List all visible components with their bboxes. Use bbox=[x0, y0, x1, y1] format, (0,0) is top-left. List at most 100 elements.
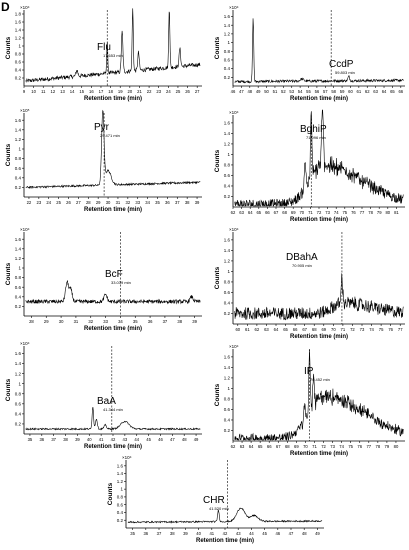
x-tick-label: 48 bbox=[247, 89, 252, 94]
x-tick-label: 79 bbox=[377, 210, 382, 215]
x-axis-label: Retention time (min) bbox=[84, 326, 142, 332]
x-tick-label: 66 bbox=[267, 444, 272, 449]
y-tick-label: 1 bbox=[18, 381, 21, 386]
y-tick-label: 0.8 bbox=[15, 391, 22, 396]
y-tick-label: 0.4 bbox=[224, 418, 231, 423]
x-tick-label: 43 bbox=[123, 437, 128, 442]
x-tick-label: 18 bbox=[108, 89, 113, 94]
y-tick-label: 0.8 bbox=[224, 49, 231, 54]
peak-time-label: 33.039 min bbox=[111, 280, 131, 285]
compound-label: Pyr bbox=[94, 122, 110, 133]
chromatogram-trace bbox=[25, 109, 201, 190]
y-multiplier: ×10⁴ bbox=[20, 227, 30, 232]
x-tick-label: 49 bbox=[194, 437, 199, 442]
x-axis-label: Retention time (min) bbox=[196, 538, 254, 544]
y-tick-label: 1.2 bbox=[117, 479, 124, 484]
y-tick-label: 0.6 bbox=[224, 407, 231, 412]
x-tick-label: 64 bbox=[274, 327, 279, 332]
x-tick-label: 24 bbox=[46, 200, 51, 205]
y-tick-label: 1.6 bbox=[224, 354, 231, 359]
x-tick-label: 76 bbox=[357, 444, 362, 449]
y-multiplier: ×10⁴ bbox=[229, 344, 239, 349]
x-tick-label: 40 bbox=[196, 531, 201, 536]
y-tick-label: 0.6 bbox=[224, 290, 231, 295]
x-tick-label: 63 bbox=[239, 210, 244, 215]
y-tick-label: 0.2 bbox=[15, 185, 22, 190]
x-tick-label: 41 bbox=[209, 531, 214, 536]
y-tick-label: 1.6 bbox=[224, 14, 231, 19]
x-tick-label: 20 bbox=[128, 89, 133, 94]
x-axis-label: Retention time (min) bbox=[290, 96, 348, 102]
x-tick-label: 77 bbox=[360, 210, 365, 215]
x-tick-label: 48 bbox=[182, 437, 187, 442]
x-tick-label: 62 bbox=[231, 210, 236, 215]
y-tick-label: 1.2 bbox=[224, 376, 231, 381]
y-tick-label: 1.4 bbox=[117, 471, 124, 476]
x-tick-label: 27 bbox=[195, 89, 200, 94]
x-tick-label: 37 bbox=[51, 437, 56, 442]
y-tick-label: 1.4 bbox=[15, 127, 22, 132]
y-axis-label: Counts bbox=[107, 482, 114, 505]
y-tick-label: 0.8 bbox=[117, 495, 124, 500]
y-tick-label: 1 bbox=[18, 266, 21, 271]
x-tick-label: 34 bbox=[118, 319, 123, 324]
x-tick-label: 72 bbox=[317, 210, 322, 215]
x-tick-label: 71 bbox=[341, 327, 346, 332]
x-tick-label: 38 bbox=[185, 200, 190, 205]
x-tick-label: 40 bbox=[87, 437, 92, 442]
compound-label: CcdP bbox=[329, 59, 354, 70]
x-tick-label: 35 bbox=[133, 319, 138, 324]
x-tick-label: 27 bbox=[76, 200, 81, 205]
y-tick-label: 0.8 bbox=[224, 280, 231, 285]
y-tick-label: 1.4 bbox=[224, 365, 231, 370]
x-tick-label: 49 bbox=[315, 531, 320, 536]
x-tick-label: 36 bbox=[165, 200, 170, 205]
chart-panel-ip: ×10⁴ 0.2 0.4 0.6 0.8 1 1.2 1.4 1.6 62 63 64 65 66 67 68… bbox=[214, 344, 405, 457]
x-tick-label: 25 bbox=[176, 89, 181, 94]
x-tick-label: 68 bbox=[282, 210, 287, 215]
x-axis-label: Retention time (min) bbox=[290, 334, 348, 340]
y-tick-label: 1 bbox=[227, 386, 230, 391]
x-tick-label: 50 bbox=[264, 89, 269, 94]
x-tick-label: 80 bbox=[394, 444, 399, 449]
y-tick-label: 1.4 bbox=[15, 28, 22, 33]
x-tick-label: 38 bbox=[170, 531, 175, 536]
y-tick-label: 0.8 bbox=[15, 156, 22, 161]
x-tick-label: 73 bbox=[325, 210, 330, 215]
x-tick-label: 42 bbox=[111, 437, 116, 442]
x-tick-label: 10 bbox=[31, 89, 36, 94]
x-tick-label: 39 bbox=[183, 531, 188, 536]
x-tick-label: 56 bbox=[315, 89, 320, 94]
y-tick-label: 1 bbox=[227, 152, 230, 157]
x-tick-label: 75 bbox=[379, 327, 384, 332]
x-axis-label: Retention time (min) bbox=[84, 96, 142, 102]
y-tick-label: 1.2 bbox=[224, 259, 231, 264]
x-tick-label: 22 bbox=[27, 200, 32, 205]
x-tick-label: 74 bbox=[334, 210, 339, 215]
x-tick-label: 79 bbox=[385, 444, 390, 449]
peak-time-label: 71.096 min bbox=[306, 135, 326, 140]
y-tick-label: 0.4 bbox=[15, 68, 22, 73]
compound-label: DBahA bbox=[286, 252, 318, 263]
x-tick-label: 55 bbox=[306, 89, 311, 94]
x-tick-label: 60 bbox=[348, 89, 353, 94]
y-tick-label: 0.2 bbox=[15, 76, 22, 81]
chromatogram-trace bbox=[234, 273, 404, 321]
y-tick-label: 1 bbox=[227, 40, 230, 45]
y-tick-label: 0.8 bbox=[224, 397, 231, 402]
y-tick-label: 0.4 bbox=[224, 66, 231, 71]
y-tick-label: 1.6 bbox=[15, 118, 22, 123]
x-tick-label: 67 bbox=[276, 444, 281, 449]
x-tick-label: 67 bbox=[302, 327, 307, 332]
x-tick-label: 73 bbox=[360, 327, 365, 332]
x-tick-label: 63 bbox=[373, 89, 378, 94]
x-tick-label: 46 bbox=[158, 437, 163, 442]
x-tick-label: 69 bbox=[291, 210, 296, 215]
x-tick-label: 64 bbox=[249, 444, 254, 449]
y-tick-label: 1.4 bbox=[15, 361, 22, 366]
y-tick-label: 0.2 bbox=[224, 194, 231, 199]
x-tick-label: 49 bbox=[256, 89, 261, 94]
x-tick-label: 64 bbox=[382, 89, 387, 94]
x-tick-label: 22 bbox=[147, 89, 152, 94]
x-tick-label: 63 bbox=[240, 444, 245, 449]
